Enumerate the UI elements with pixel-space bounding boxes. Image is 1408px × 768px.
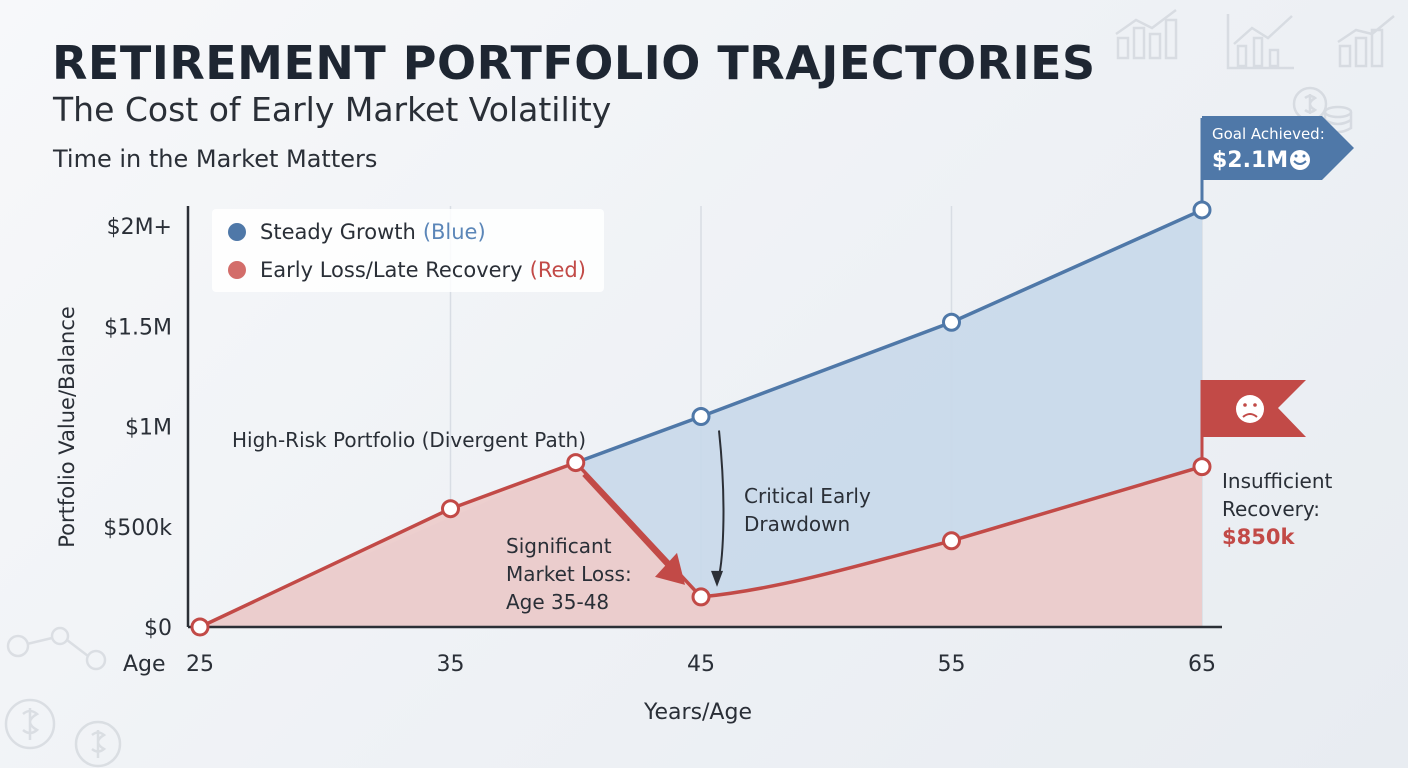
early-loss-point: [942, 531, 961, 551]
steady-growth-point: [942, 312, 961, 332]
dollar-coins-icon: [4, 698, 122, 768]
sad-face-eye: [1243, 403, 1247, 407]
goal-flag: [1202, 116, 1354, 180]
legend-item-steady-growth: Steady Growth (Blue): [228, 217, 486, 247]
smile-icon: [1290, 150, 1310, 170]
line-chart-icon: [1226, 14, 1294, 70]
shortfall-value: $850k: [1222, 525, 1295, 549]
smile-icon-eye: [1294, 154, 1298, 158]
legend-hint: (Red): [529, 258, 586, 282]
legend: Steady Growth (Blue) Early Loss/Late Rec…: [212, 209, 604, 292]
sad-face-icon: [1236, 395, 1264, 423]
high-risk-annotation: High-Risk Portfolio (Divergent Path): [232, 428, 586, 452]
goal-value: $2.1M: [1212, 148, 1288, 173]
smile-icon-eye: [1302, 154, 1306, 158]
legend-hint: (Blue): [422, 220, 486, 244]
x-tick-label: 55: [938, 652, 966, 677]
drawdown-annotation: Drawdown: [744, 512, 850, 536]
bar-chart-icon: [1115, 9, 1178, 60]
drawdown-annotation: Critical Early: [744, 484, 871, 508]
y-tick-label: $1M: [125, 416, 172, 441]
legend-label: Steady Growth: [260, 220, 416, 244]
sad-face-mouth: [1242, 413, 1258, 418]
y-tick-label: $1.5M: [104, 315, 172, 340]
x-tick-label: 35: [437, 652, 465, 677]
sad-face-eye: [1253, 403, 1257, 407]
legend-swatch-red: [228, 261, 246, 279]
shortfall-annotation: Insufficient: [1222, 469, 1333, 493]
goal-label: Goal Achieved:: [1212, 125, 1325, 143]
shortfall-annotation: Recovery:: [1222, 497, 1320, 521]
smile-icon-mouth: [1293, 160, 1307, 165]
market-loss-annotation: Significant: [506, 534, 612, 558]
x-axis-prefix: Age: [123, 652, 166, 677]
early-loss-point: [190, 617, 210, 637]
growth-chart-icon: [1337, 15, 1395, 68]
market-loss-annotation: Age 35-48: [506, 590, 609, 614]
legend-swatch-blue: [228, 223, 246, 241]
x-tick-label: 25: [186, 652, 214, 677]
drawdown-arrow-head: [711, 570, 723, 587]
chart-title: RETIREMENT PORTFOLIO TRAJECTORIES: [52, 36, 1096, 90]
chart-tagline: Time in the Market Matters: [53, 145, 378, 173]
legend-label: Early Loss/Late Recovery: [260, 258, 523, 282]
early-loss-area: [200, 462, 1202, 627]
x-tick-label: 45: [687, 652, 715, 677]
steady-growth-point: [691, 406, 711, 426]
y-tick-label: $0: [144, 616, 172, 641]
x-tick-label: 65: [1188, 652, 1216, 677]
legend-item-early-loss: Early Loss/Late Recovery (Red): [228, 255, 586, 285]
early-loss-point: [1192, 457, 1212, 477]
network-icon: [6, 626, 107, 671]
market-loss-annotation: Market Loss:: [506, 562, 632, 586]
x-axis-label: Years/Age: [643, 700, 752, 725]
y-tick-label: $500k: [103, 516, 172, 541]
early-loss-point: [441, 499, 460, 519]
early-loss-point: [691, 587, 711, 607]
y-tick-label: $2M+: [107, 215, 172, 240]
loss-arrow-head: [655, 552, 685, 585]
steady-growth-point: [1192, 200, 1212, 220]
chart-subtitle: The Cost of Early Market Volatility: [53, 90, 612, 129]
early-loss-point: [566, 453, 586, 473]
steady-growth-line: [575, 208, 1203, 465]
loss-arrow-shaft: [582, 473, 671, 569]
y-axis-label: Portfolio Value/Balance: [55, 306, 79, 548]
